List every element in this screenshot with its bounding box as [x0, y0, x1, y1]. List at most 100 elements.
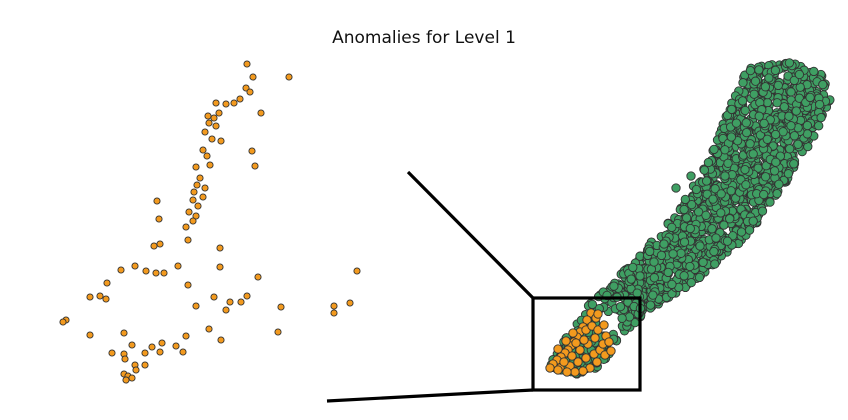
normal-point — [759, 118, 769, 129]
normal-point — [628, 262, 638, 273]
normal-point — [802, 120, 813, 131]
normal-point — [762, 97, 773, 108]
anomaly-point — [212, 122, 220, 130]
anomaly-point — [579, 335, 589, 345]
anomaly-point — [131, 262, 139, 270]
anomaly-point — [243, 60, 251, 68]
normal-point — [632, 288, 642, 298]
normal-point — [687, 199, 697, 210]
normal-point — [771, 157, 781, 167]
anomaly-point — [141, 361, 149, 369]
anomaly-point — [559, 357, 569, 367]
anomaly-point — [194, 202, 202, 210]
anomaly-point — [190, 188, 198, 196]
normal-point — [779, 102, 789, 112]
normal-point — [686, 171, 696, 181]
normal-point — [685, 223, 695, 234]
inset-box — [531, 296, 642, 392]
normal-point — [645, 300, 656, 310]
normal-point — [719, 220, 729, 230]
anomaly-point — [196, 174, 204, 182]
normal-point — [818, 79, 828, 90]
normal-point — [789, 159, 799, 169]
anomaly-point — [141, 349, 149, 357]
zoomed-anomaly-points — [59, 60, 361, 384]
anomaly-point — [217, 336, 225, 344]
anomaly-point — [216, 244, 224, 252]
normal-point — [679, 271, 689, 281]
anomaly-point — [210, 293, 218, 301]
anomaly-point — [604, 337, 614, 347]
anomaly-point — [189, 196, 197, 204]
anomaly-point — [215, 109, 223, 117]
anomaly-point — [192, 302, 200, 310]
normal-point — [681, 213, 692, 223]
anomaly-point — [257, 109, 265, 117]
anomaly-point — [599, 320, 609, 330]
normal-point — [663, 267, 673, 278]
anomaly-point — [201, 128, 209, 136]
normal-point — [809, 66, 819, 77]
normal-point — [699, 165, 710, 175]
normal-point — [784, 111, 794, 121]
normal-point — [726, 132, 737, 142]
anomaly-point — [174, 262, 182, 270]
anomaly-point — [86, 293, 94, 301]
anomaly-point — [578, 366, 588, 376]
anomaly-point — [237, 298, 245, 306]
normal-point — [685, 261, 695, 272]
chart-title: Anomalies for Level 1 — [332, 28, 516, 48]
normal-point — [749, 89, 759, 99]
normal-point — [740, 105, 750, 116]
normal-point — [691, 184, 702, 195]
normal-point — [716, 208, 726, 218]
normal-point — [814, 99, 825, 110]
normal-point — [695, 241, 705, 251]
anomaly-point — [274, 328, 282, 336]
anomaly-point — [575, 345, 585, 355]
normal-point — [772, 98, 782, 108]
normal-point — [791, 106, 801, 116]
anomaly-point — [184, 281, 192, 289]
anomaly-point — [277, 303, 285, 311]
normal-point — [679, 204, 689, 215]
normal-point — [707, 224, 717, 234]
anomaly-point — [59, 318, 67, 326]
normal-point — [710, 259, 720, 269]
normal-point — [615, 301, 626, 312]
anomaly-point — [108, 349, 116, 357]
normal-point — [750, 76, 761, 86]
normal-point — [764, 73, 774, 83]
anomaly-point — [210, 114, 218, 122]
normal-point — [770, 65, 781, 76]
anomaly-point — [205, 119, 213, 127]
anomaly-point — [553, 365, 563, 375]
normal-point — [775, 151, 786, 161]
normal-point — [793, 139, 803, 149]
anomaly-point — [199, 146, 207, 154]
normal-point — [693, 207, 704, 217]
normal-point — [727, 104, 737, 115]
anomaly-point — [185, 208, 193, 216]
normal-point — [720, 145, 730, 155]
anomaly-point — [103, 279, 111, 287]
normal-point — [738, 78, 748, 88]
normal-point — [805, 92, 815, 103]
normal-point — [789, 75, 799, 86]
anomaly-point — [346, 299, 354, 307]
normal-point — [626, 274, 636, 284]
normal-point — [645, 246, 655, 257]
normal-point — [769, 166, 780, 176]
anomaly-point — [606, 346, 616, 356]
normal-point — [748, 149, 758, 159]
normal-point — [814, 121, 824, 131]
anomaly-point — [120, 329, 128, 337]
anomaly-point — [208, 135, 216, 143]
anomaly-point — [212, 99, 220, 107]
inset-box-group — [531, 296, 642, 392]
anomaly-point — [236, 95, 244, 103]
normal-point — [635, 271, 645, 281]
anomaly-point — [122, 376, 130, 384]
anomaly-point — [570, 367, 580, 377]
